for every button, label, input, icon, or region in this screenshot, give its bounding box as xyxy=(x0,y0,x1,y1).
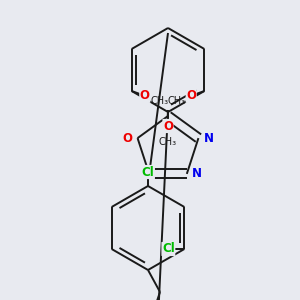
Text: N: N xyxy=(192,167,202,180)
Text: N: N xyxy=(203,132,213,145)
Text: O: O xyxy=(140,89,150,102)
Text: Cl: Cl xyxy=(162,242,175,256)
Text: CH₃: CH₃ xyxy=(159,137,177,147)
Text: O: O xyxy=(163,119,173,133)
Text: CH₃: CH₃ xyxy=(151,96,169,106)
Text: CH₃: CH₃ xyxy=(167,96,185,106)
Text: O: O xyxy=(186,89,196,102)
Text: Cl: Cl xyxy=(142,166,154,178)
Text: O: O xyxy=(123,132,133,145)
